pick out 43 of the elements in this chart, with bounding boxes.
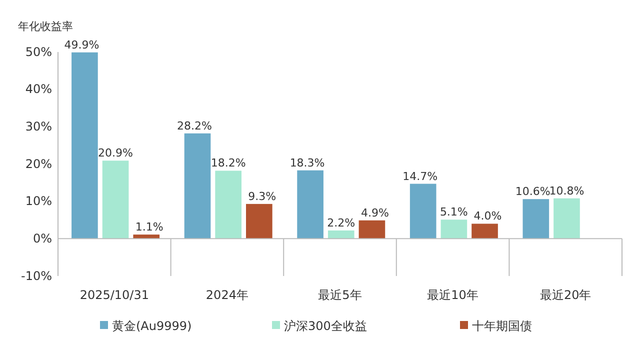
bar	[72, 52, 98, 239]
data-label: 28.2%	[177, 119, 212, 132]
bar	[215, 170, 242, 239]
data-label: 10.8%	[549, 184, 584, 198]
legend-label: 沪深300全收益	[284, 319, 367, 333]
bar	[410, 184, 436, 239]
data-label: 49.9%	[64, 38, 100, 52]
bar	[184, 133, 211, 239]
x-tick-label: 最近10年	[427, 288, 478, 302]
data-label: 9.3%	[248, 190, 276, 203]
x-tick-label: 2024年	[206, 288, 248, 302]
data-label: 4.0%	[474, 210, 502, 223]
y-tick-label: 10%	[25, 194, 52, 208]
y-axis-title: 年化收益率	[18, 20, 73, 33]
bar	[472, 224, 498, 239]
data-label: 5.1%	[440, 206, 468, 219]
data-label: 1.1%	[135, 220, 164, 234]
x-tick-label: 2025/10/31	[80, 288, 149, 302]
legend-label: 十年期国债	[472, 319, 532, 333]
data-label: 2.2%	[327, 216, 356, 230]
data-label: 18.2%	[210, 156, 246, 170]
x-tick-label: 最近20年	[540, 288, 592, 302]
y-tick-label: 40%	[25, 82, 52, 96]
bar	[297, 170, 324, 239]
data-label: 18.3%	[290, 156, 325, 170]
data-label: 10.6%	[515, 185, 550, 198]
legend-label: 黄金(Au9999)	[112, 319, 192, 333]
x-tick-label: 最近5年	[318, 288, 362, 302]
data-label: 14.7%	[402, 170, 438, 183]
data-label: 20.9%	[98, 146, 134, 160]
y-tick-label: -10%	[20, 268, 52, 283]
y-tick-label: 50%	[25, 44, 52, 59]
bar	[358, 220, 386, 239]
y-tick-label: 30%	[25, 120, 52, 134]
bar	[328, 230, 354, 239]
bar	[440, 220, 468, 239]
y-tick-label: 0%	[32, 232, 52, 246]
bar	[246, 204, 272, 239]
bar	[522, 199, 550, 239]
y-tick-label: 20%	[25, 156, 52, 171]
data-label: 4.9%	[360, 206, 389, 220]
bar	[554, 198, 580, 239]
bar	[102, 160, 129, 239]
